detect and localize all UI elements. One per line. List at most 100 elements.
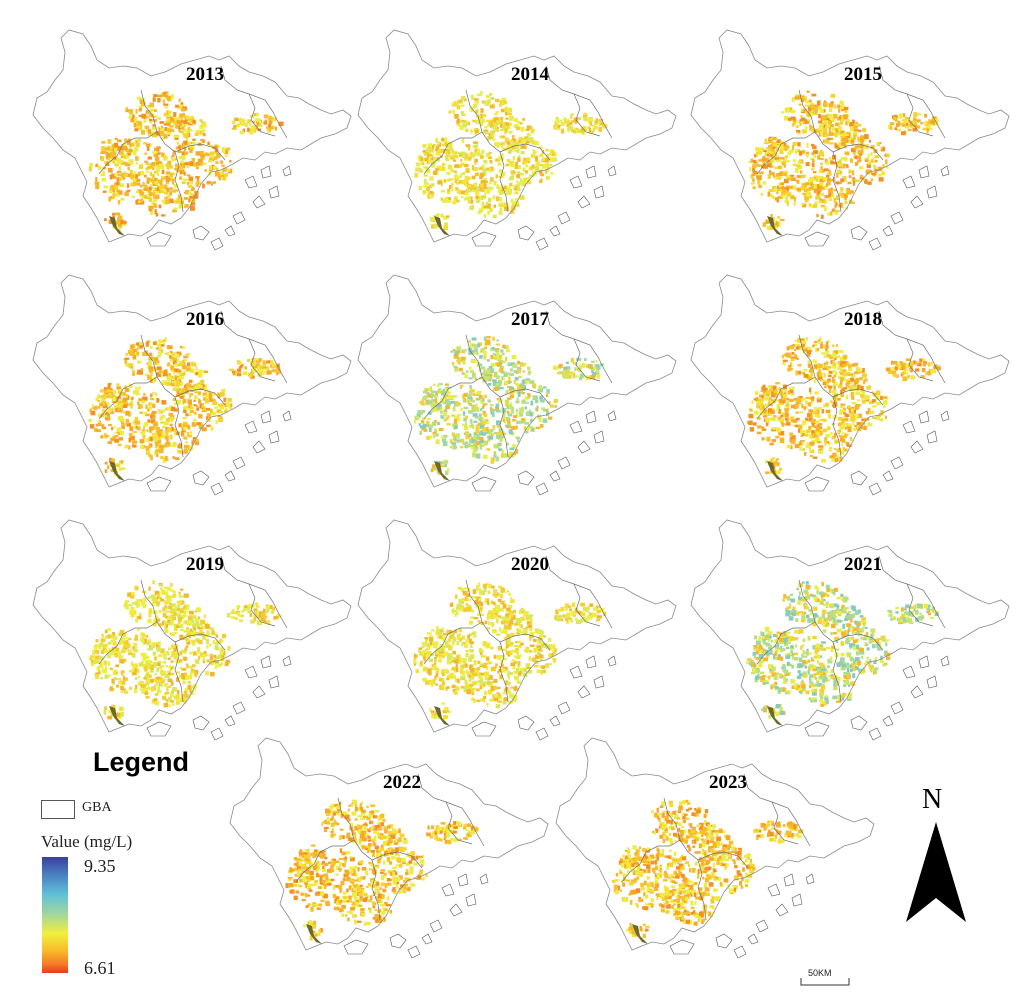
water-pixel [472, 104, 478, 109]
water-pixel [126, 422, 132, 427]
water-pixel [866, 164, 871, 169]
water-pixel [830, 160, 834, 165]
water-pixel [483, 368, 486, 374]
water-pixel [863, 425, 867, 431]
water-pixel [128, 433, 133, 437]
water-pixel [490, 411, 495, 415]
water-pixel [826, 174, 830, 179]
water-pixel [524, 170, 528, 173]
water-pixel [448, 197, 451, 200]
water-pixel [528, 167, 534, 171]
water-pixel [767, 417, 772, 421]
water-quality-pixels [748, 90, 939, 236]
water-pixel [110, 437, 115, 441]
water-pixel [117, 391, 120, 394]
water-pixel [152, 414, 156, 419]
water-pixel [153, 170, 158, 174]
water-pixel [103, 389, 107, 394]
water-pixel [172, 398, 177, 401]
water-pixel [247, 372, 253, 377]
water-pixel [824, 185, 828, 190]
water-pixel [203, 370, 209, 373]
water-pixel [135, 156, 139, 161]
water-pixel [768, 160, 773, 164]
water-pixel [100, 173, 105, 177]
water-pixel [533, 385, 537, 389]
water-pixel [490, 456, 493, 461]
water-pixel [818, 200, 822, 204]
water-pixel [429, 427, 432, 433]
water-pixel [189, 192, 194, 197]
water-pixel [839, 411, 843, 415]
water-pixel [859, 176, 865, 180]
water-pixel [495, 376, 500, 379]
water-pixel [800, 174, 806, 178]
water-pixel [806, 112, 809, 115]
water-pixel [151, 601, 155, 606]
water-pixel [776, 408, 780, 412]
water-pixel [195, 366, 198, 371]
water-pixel [167, 595, 171, 598]
water-pixel [792, 424, 796, 427]
water-pixel [219, 647, 223, 650]
water-pixel [793, 356, 798, 360]
water-pixel [189, 161, 195, 167]
water-pixel [789, 386, 792, 391]
water-pixel [260, 369, 264, 373]
water-pixel [454, 425, 458, 430]
water-pixel [270, 126, 274, 130]
water-pixel [151, 426, 155, 431]
water-pixel [794, 149, 798, 155]
water-pixel [453, 175, 459, 180]
water-pixel [183, 593, 189, 598]
water-pixel [767, 191, 770, 197]
water-pixel [146, 438, 150, 443]
water-pixel [749, 407, 752, 410]
water-pixel [198, 374, 203, 378]
water-pixel [529, 425, 533, 428]
water-pixel [820, 214, 824, 219]
water-pixel [544, 161, 548, 167]
water-pixel [423, 185, 428, 188]
water-pixel [475, 453, 481, 459]
water-pixel [117, 654, 121, 658]
water-pixel [424, 388, 430, 392]
water-pixel [790, 109, 796, 114]
water-pixel [821, 352, 826, 355]
water-pixel [237, 373, 242, 377]
water-pixel [498, 399, 502, 404]
water-pixel [426, 424, 430, 427]
water-pixel [768, 139, 773, 144]
water-pixel [757, 175, 762, 180]
island-outline [940, 410, 950, 422]
water-pixel [824, 140, 829, 144]
water-pixel [492, 355, 497, 359]
water-pixel [209, 144, 213, 147]
water-pixel [474, 172, 480, 177]
water-pixel [202, 392, 208, 396]
reservoir [434, 461, 450, 481]
water-pixel [807, 346, 811, 352]
water-pixel [501, 453, 505, 458]
water-pixel [275, 126, 278, 131]
water-pixel [925, 371, 929, 376]
water-pixel [148, 420, 151, 423]
water-pixel [496, 185, 501, 189]
water-pixel [893, 373, 898, 378]
water-pixel [818, 185, 822, 189]
water-pixel [825, 350, 830, 354]
island-outline [549, 225, 561, 237]
water-pixel [170, 94, 174, 99]
water-pixel [548, 401, 551, 404]
water-pixel [92, 650, 96, 654]
water-pixel [834, 104, 837, 109]
water-pixel [568, 126, 574, 130]
water-pixel [154, 360, 157, 365]
water-pixel [535, 407, 539, 412]
water-pixel [183, 120, 188, 124]
water-pixel [452, 159, 457, 162]
water-pixel [790, 362, 793, 367]
water-pixel [428, 156, 433, 159]
water-pixel [135, 386, 138, 391]
water-pixel [830, 115, 834, 120]
